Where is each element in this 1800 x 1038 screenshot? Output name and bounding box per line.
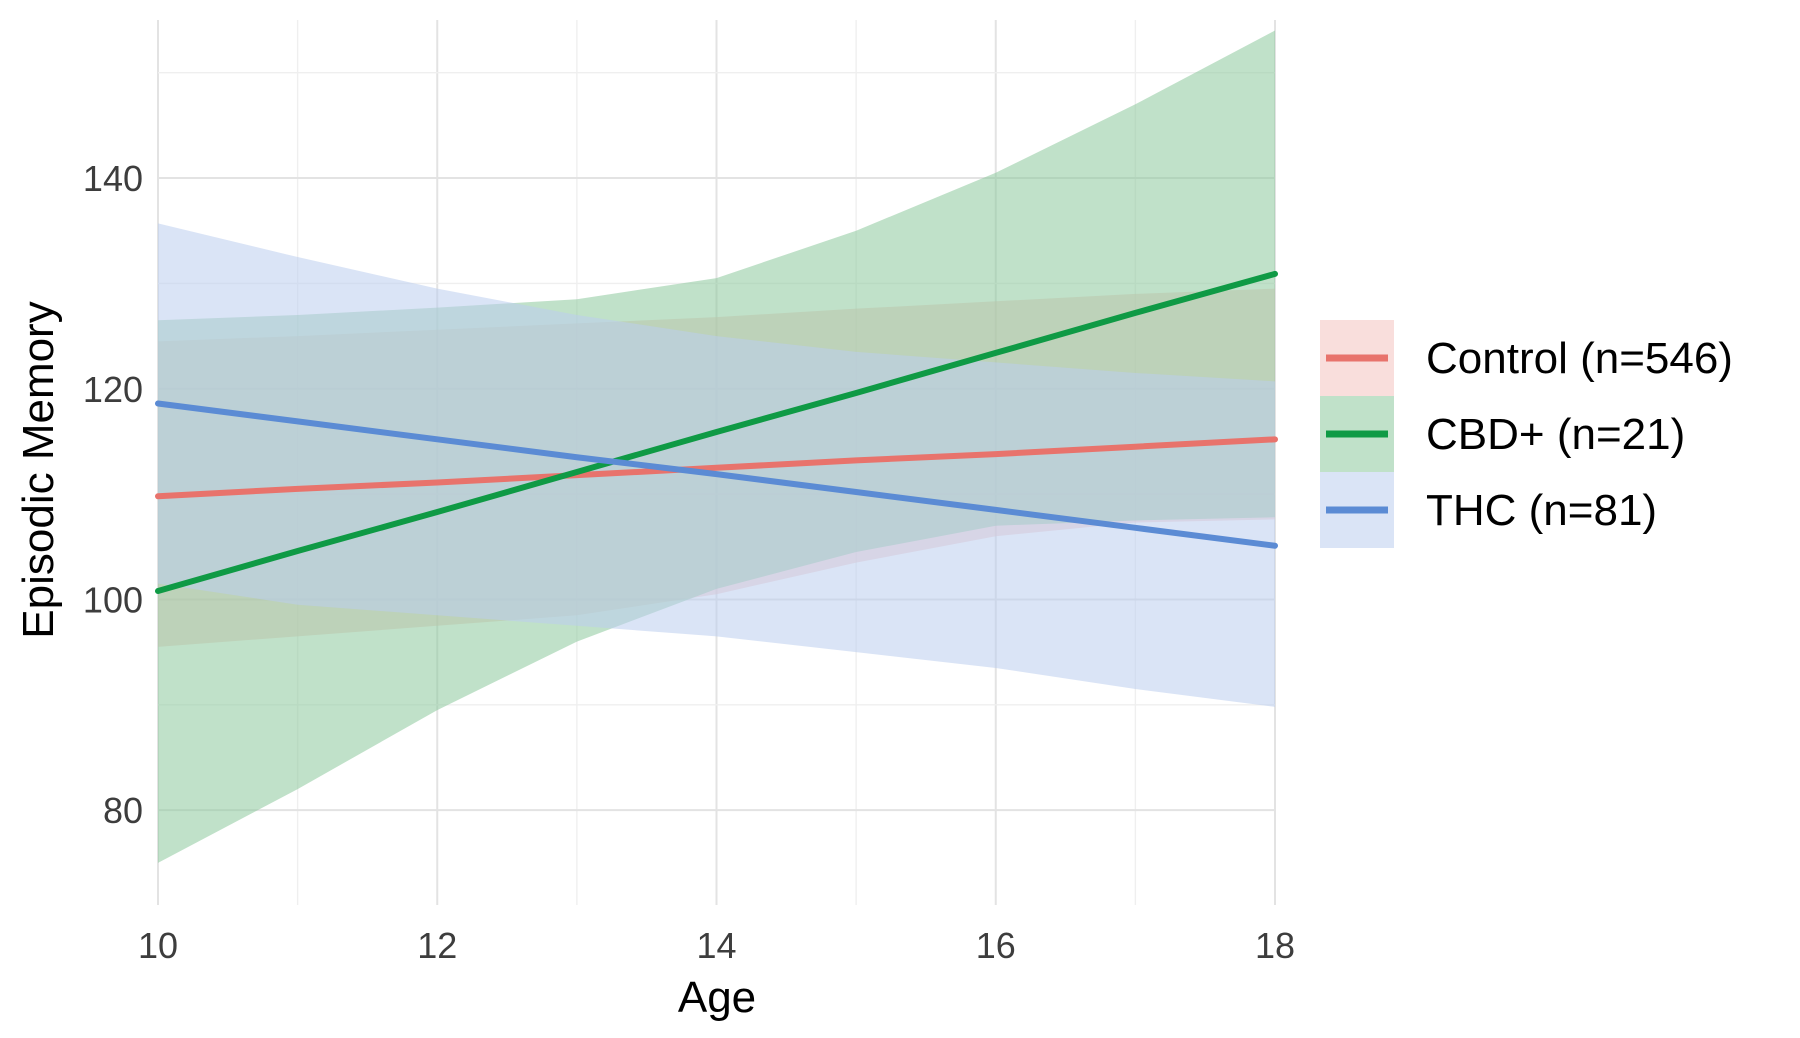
legend-key-0 [1320,320,1394,396]
legend: Control (n=546) CBD+ (n=21) THC (n=81) [1320,320,1733,548]
x-tick-label: 18 [1255,925,1295,966]
x-tick-label: 12 [417,925,457,966]
x-tick-label: 16 [976,925,1016,966]
y-tick-label: 100 [83,579,143,620]
y-axis-title: Episodic Memory [14,301,63,638]
x-tick-label: 10 [138,925,178,966]
x-tick-label: 14 [696,925,736,966]
series-line-2 [155,400,1278,549]
y-tick-label: 120 [83,369,143,410]
series-line-1 [155,270,1278,595]
series-lines [155,270,1278,595]
y-tick-label: 140 [83,158,143,199]
legend-label: Control (n=546) [1426,334,1733,383]
y-tick-label: 80 [103,790,143,831]
legend-label: THC (n=81) [1426,486,1657,535]
legend-key-2 [1320,472,1394,548]
legend-label: CBD+ (n=21) [1426,410,1685,459]
legend-key-1 [1320,396,1394,472]
x-axis-title: Age [678,973,756,1022]
series-line-0 [155,436,1278,500]
tick-labels: 10 12 14 16 18 80 100 120 140 [83,158,1295,966]
